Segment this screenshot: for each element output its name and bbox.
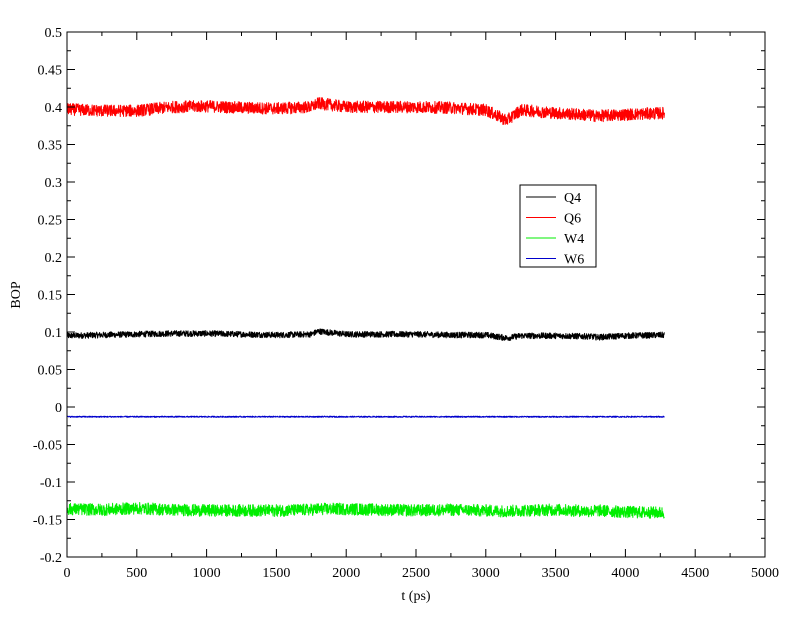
legend-box — [519, 184, 597, 268]
y-tick-label: -0.1 — [40, 476, 62, 491]
x-tick-label: 3500 — [542, 566, 570, 581]
y-tick-label: 0 — [55, 401, 62, 416]
series-line-w4 — [66, 502, 665, 519]
x-tick-label: 4500 — [681, 566, 709, 581]
x-axis-label: t (ps) — [401, 589, 431, 604]
y-tick-label: 0.45 — [38, 64, 63, 79]
x-tick-label: 1500 — [262, 566, 290, 581]
y-tick-label: 0.3 — [45, 176, 63, 191]
y-axis-ticks: -0.2 -0.15 -0.1 -0.05 0 0.05 0.1 0.15 0.2 0.25 0.3… — [33, 26, 765, 566]
x-tick-label: 2500 — [402, 566, 430, 581]
y-axis-label: BOP — [9, 281, 24, 308]
y-tick-label: -0.15 — [33, 514, 62, 529]
legend-label-w6: W6 — [564, 253, 584, 268]
x-tick-label: 2000 — [332, 566, 360, 581]
x-tick-label: 4000 — [611, 566, 639, 581]
legend-label-q4: Q4 — [564, 191, 581, 206]
legend-label-w4: W4 — [564, 232, 584, 247]
y-tick-label: 0.5 — [45, 26, 63, 41]
y-tick-label: 0.05 — [38, 364, 63, 379]
plot-area — [67, 32, 765, 557]
series-line-q4 — [66, 328, 665, 341]
x-tick-label: 1000 — [193, 566, 221, 581]
series-layer — [66, 97, 665, 519]
x-axis-ticks: 0 500 1000 1500 2000 2500 3000 3500 4000 4500 5000 — [64, 32, 779, 581]
x-tick-label: 500 — [126, 566, 147, 581]
x-tick-label: 5000 — [751, 566, 779, 581]
series-line-w6 — [66, 415, 665, 418]
x-tick-label: 0 — [64, 566, 71, 581]
legend-label-q6: Q6 — [564, 212, 581, 227]
y-tick-label: 0.2 — [45, 251, 63, 266]
y-tick-label: 0.25 — [38, 214, 63, 229]
x-tick-label: 3000 — [472, 566, 500, 581]
y-tick-label: 0.35 — [38, 139, 63, 154]
y-tick-label: 0.15 — [38, 289, 63, 304]
series-line-q6 — [66, 97, 665, 125]
y-tick-label: 0.4 — [45, 101, 63, 116]
y-tick-label: -0.05 — [33, 439, 62, 454]
y-tick-label: -0.2 — [40, 551, 62, 566]
legend: Q4 Q6 W4 W6 — [519, 184, 597, 268]
y-tick-label: 0.1 — [45, 326, 63, 341]
